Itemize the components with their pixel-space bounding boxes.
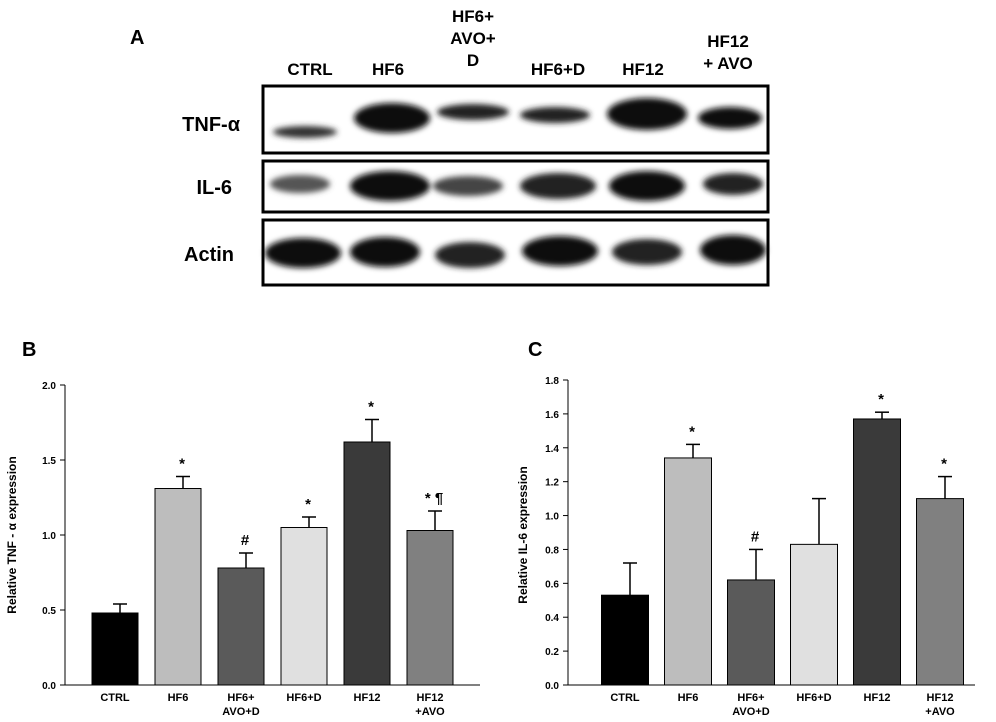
bar [853, 418, 901, 686]
y-tick-label: 1.4 [545, 444, 559, 455]
y-tick-label: 0.8 [545, 545, 559, 556]
y-tick-label: 2.0 [42, 381, 56, 392]
annotation: * [305, 496, 311, 513]
annotation: # [241, 532, 250, 549]
x-tick-label: CTRL [100, 692, 130, 704]
y-tick-label: 0.0 [545, 681, 559, 692]
bar [217, 567, 265, 686]
panel-label: B [22, 339, 36, 361]
y-axis-label: Relative TNF - α expression [5, 456, 19, 613]
x-tick-label: HF6 [678, 692, 699, 704]
y-axis-label: Relative IL-6 expression [516, 466, 530, 603]
bar [727, 579, 775, 686]
y-tick-label: 1.5 [42, 456, 56, 467]
y-tick-label: 0.5 [42, 606, 56, 617]
bar [601, 594, 649, 686]
bar [343, 441, 391, 686]
bar [664, 457, 712, 686]
x-tick-label: HF12 +AVO [925, 692, 955, 718]
bar [280, 527, 328, 686]
x-tick-label: HF6 [168, 692, 189, 704]
x-tick-label: HF6+D [286, 692, 321, 704]
lane-label: HF6 [372, 60, 404, 79]
x-tick-label: HF12 [864, 692, 891, 704]
lane-label: HF6+ AVO+ D [450, 7, 496, 70]
annotation: * [941, 456, 947, 473]
y-tick-label: 0.6 [545, 579, 559, 590]
bar [91, 612, 139, 686]
blot-bands [265, 98, 766, 268]
annotation: # [751, 528, 760, 545]
y-tick-label: 0.0 [42, 681, 56, 692]
lane-label: HF6+D [531, 60, 585, 79]
lane-label: HF12 + AVO [703, 32, 753, 73]
panel-label: C [528, 339, 542, 361]
y-tick-label: 0.4 [545, 613, 559, 624]
y-tick-label: 1.0 [545, 512, 559, 523]
bar [154, 488, 202, 686]
x-tick-label: HF6+ AVO+D [222, 692, 259, 718]
panel-label: A [130, 27, 144, 49]
annotation: * [368, 399, 374, 416]
bar [916, 498, 964, 686]
x-tick-label: HF12 [354, 692, 381, 704]
annotation: * [878, 391, 884, 408]
blot-boxes [261, 84, 770, 287]
y-tick-label: 1.6 [545, 410, 559, 421]
y-tick-label: 1.0 [42, 531, 56, 542]
row-label: TNF-α [182, 114, 241, 136]
x-tick-label: CTRL [610, 692, 640, 704]
bar [790, 543, 838, 686]
x-tick-label: HF6+D [796, 692, 831, 704]
annotation: * [179, 456, 185, 473]
row-label: IL-6 [196, 177, 232, 199]
x-tick-label: HF12 +AVO [415, 692, 445, 718]
lane-label: HF12 [622, 60, 664, 79]
bar [406, 530, 454, 686]
y-tick-label: 1.2 [545, 478, 559, 489]
annotation: * ¶ [425, 490, 443, 507]
lane-label: CTRL [287, 60, 332, 79]
y-tick-label: 1.8 [545, 376, 559, 387]
annotation: * [689, 423, 695, 440]
y-tick-label: 0.2 [545, 647, 559, 658]
x-tick-label: HF6+ AVO+D [732, 692, 769, 718]
row-label: Actin [184, 244, 234, 266]
